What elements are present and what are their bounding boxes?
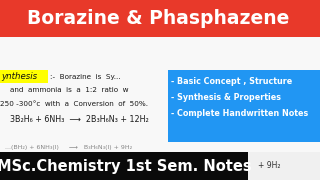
- Text: - Synthesis & Properties: - Synthesis & Properties: [171, 93, 281, 102]
- Bar: [0, 0, 320, 37]
- Text: and  ammonia  is  a  1:2  ratio  w: and ammonia is a 1:2 ratio w: [10, 87, 129, 93]
- Text: 250 -300°c  with  a  Conversion  of  50%.: 250 -300°c with a Conversion of 50%.: [0, 100, 148, 107]
- Bar: [0, 37, 320, 152]
- Bar: [0, 70, 48, 83]
- Text: MSc.Chemistry 1st Sem. Notes: MSc.Chemistry 1st Sem. Notes: [0, 159, 251, 174]
- Bar: [168, 70, 320, 142]
- Text: 3B₂H₆ + 6NH₃  ⟶  2B₃H₆N₃ + 12H₂: 3B₂H₆ + 6NH₃ ⟶ 2B₃H₆N₃ + 12H₂: [10, 116, 149, 125]
- Text: ynthesis: ynthesis: [1, 72, 37, 81]
- Bar: [0, 152, 248, 180]
- Text: Borazine & Phasphazene: Borazine & Phasphazene: [27, 9, 289, 28]
- Text: ...(BH₂) + 6NH₃(l)     ⟶   B₃H₆N₃(l) + 9H₂: ...(BH₂) + 6NH₃(l) ⟶ B₃H₆N₃(l) + 9H₂: [5, 145, 132, 150]
- Text: - Basic Concept , Structure: - Basic Concept , Structure: [171, 76, 292, 86]
- Text: + 9H₂: + 9H₂: [258, 161, 281, 170]
- Text: :-  Borazine  is  Sy...: :- Borazine is Sy...: [50, 73, 121, 80]
- Text: - Complete Handwritten Notes: - Complete Handwritten Notes: [171, 109, 308, 118]
